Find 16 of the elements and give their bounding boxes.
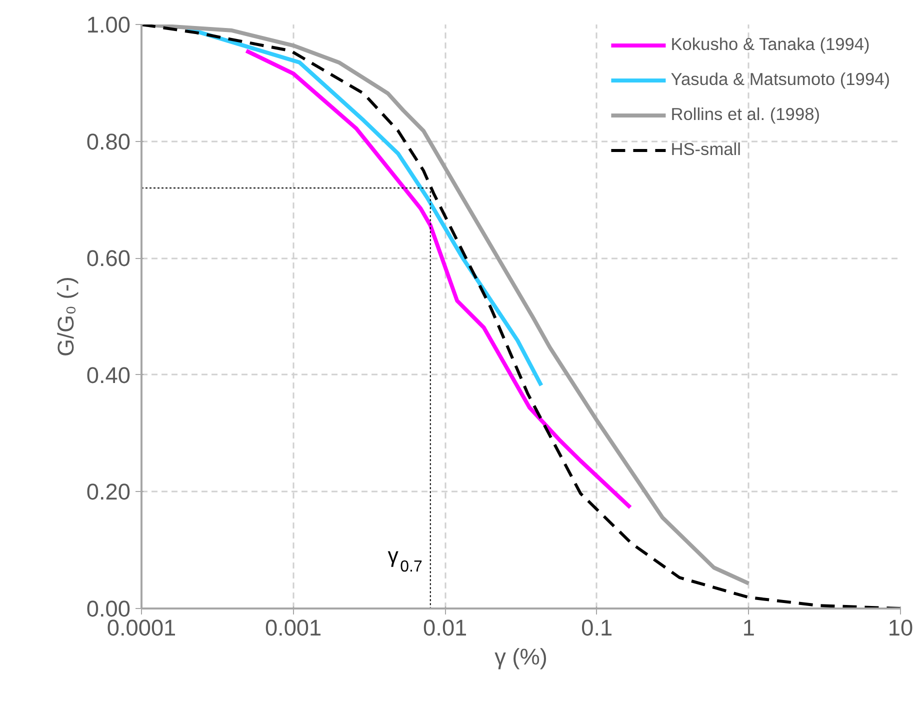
legend-label: Kokusho & Tanaka (1994)	[670, 34, 870, 55]
x-tick-label: 10	[888, 614, 914, 640]
x-tick-label: 0.001	[264, 614, 322, 640]
legend-label: HS-small	[670, 139, 741, 160]
y-tick-label: 0.80	[86, 128, 131, 154]
y-tick-label: 1.00	[86, 12, 131, 38]
x-axis-title: γ (%)	[494, 644, 548, 670]
x-tick-label: 0.01	[423, 614, 468, 640]
y-tick-label: 0.40	[86, 362, 131, 388]
legend-label: Yasuda & Matsumoto (1994)	[670, 69, 890, 90]
x-tick-label: 1	[742, 614, 756, 640]
y-tick-label: 0.60	[86, 245, 131, 272]
legend-label: Rollins et al. (1998)	[670, 104, 820, 125]
y-tick-label: 0.20	[86, 478, 131, 505]
x-tick-label: 0.1	[581, 614, 613, 640]
y-axis-title: G/G₀ (-)	[52, 276, 78, 356]
